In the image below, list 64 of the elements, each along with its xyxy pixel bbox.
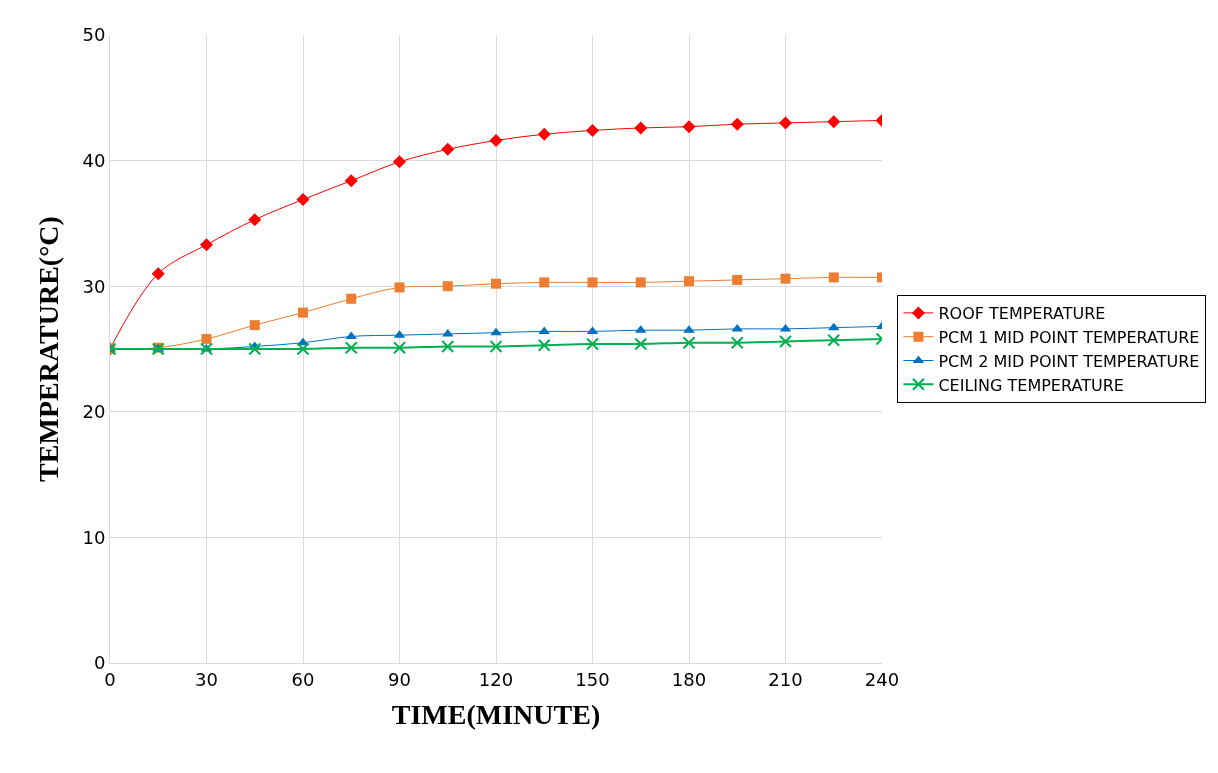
- point: [298, 307, 308, 318]
- point: [491, 278, 501, 289]
- point: [201, 333, 212, 344]
- legend-label: PCM 2 MID POINT TEMPERATURE: [938, 351, 1200, 371]
- point: [200, 342, 213, 356]
- point: [634, 337, 648, 351]
- point: [537, 127, 551, 141]
- point: [394, 282, 405, 293]
- point: [732, 274, 743, 285]
- point: [249, 320, 260, 331]
- point: [490, 327, 502, 336]
- y-tick-label: 50: [82, 24, 106, 46]
- point: [296, 193, 310, 207]
- point: [828, 272, 839, 283]
- y-axis-title: TEMPERATURE(°C): [33, 216, 65, 482]
- point: [539, 277, 550, 288]
- x-tick-label: 30: [195, 668, 218, 690]
- point: [682, 336, 696, 350]
- point: [730, 117, 744, 131]
- point: [441, 142, 455, 156]
- legend-label: CEILING TEMPERATURE: [938, 375, 1124, 395]
- point: [489, 134, 503, 147]
- x-tick-label: 150: [575, 668, 610, 690]
- point: [346, 293, 357, 304]
- point: [344, 174, 358, 188]
- point: [827, 333, 841, 347]
- x-tick-label: 210: [768, 668, 803, 690]
- point: [393, 341, 406, 355]
- point: [200, 238, 213, 252]
- y-tick-label: 10: [82, 526, 106, 548]
- point: [634, 121, 648, 135]
- point: [827, 115, 841, 129]
- point: [442, 281, 453, 292]
- point: [587, 277, 598, 288]
- x-axis-title: TIME(MINUTE): [391, 698, 601, 730]
- point: [635, 277, 646, 288]
- x-tick-label: 120: [478, 668, 514, 690]
- y-tick-label: 30: [82, 275, 106, 297]
- point: [730, 336, 744, 350]
- y-tick-label: 0: [93, 652, 106, 674]
- y-tick-label: 40: [82, 149, 106, 171]
- point: [489, 339, 503, 353]
- point: [296, 342, 310, 356]
- point: [682, 120, 696, 134]
- y-tick-label: 20: [82, 401, 106, 423]
- point: [780, 273, 791, 284]
- x-tick-label: 90: [388, 668, 411, 690]
- point: [393, 155, 406, 169]
- legend-label: PCM 1 MID POINT TEMPERATURE: [938, 327, 1200, 347]
- point: [151, 267, 165, 281]
- x-tick-label: 60: [291, 668, 315, 690]
- point: [586, 337, 599, 351]
- point: [684, 276, 694, 287]
- x-tick-label: 180: [671, 668, 707, 690]
- point: [248, 213, 262, 227]
- point: [441, 339, 455, 353]
- legend-label: ROOF TEMPERATURE: [938, 304, 1106, 324]
- point: [779, 116, 792, 130]
- point: [779, 334, 792, 348]
- point: [586, 123, 599, 137]
- point: [537, 338, 551, 352]
- x-tick-label: 240: [864, 668, 900, 690]
- point: [248, 342, 262, 356]
- point: [344, 341, 358, 355]
